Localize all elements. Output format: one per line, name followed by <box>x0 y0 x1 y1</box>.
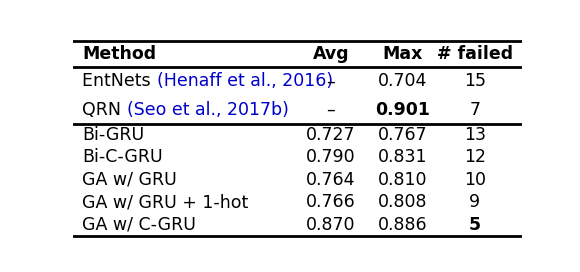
Text: 0.808: 0.808 <box>378 193 427 211</box>
Text: 0.767: 0.767 <box>378 126 427 144</box>
Text: –: – <box>327 101 335 119</box>
Text: 0.831: 0.831 <box>378 148 427 166</box>
Text: (Seo et al., 2017b): (Seo et al., 2017b) <box>127 101 289 119</box>
Text: GA w/ C-GRU: GA w/ C-GRU <box>82 216 196 234</box>
Text: 13: 13 <box>464 126 486 144</box>
Text: 5: 5 <box>469 216 481 234</box>
Text: Method: Method <box>82 45 157 63</box>
Text: # failed: # failed <box>437 45 513 63</box>
Text: GA w/ GRU: GA w/ GRU <box>82 171 177 189</box>
Text: 15: 15 <box>464 72 486 90</box>
Text: 0.727: 0.727 <box>306 126 356 144</box>
Text: 0.790: 0.790 <box>306 148 356 166</box>
Text: Bi-GRU: Bi-GRU <box>82 126 144 144</box>
Text: 12: 12 <box>464 148 486 166</box>
Text: (Henaff et al., 2016): (Henaff et al., 2016) <box>157 72 333 90</box>
Text: Avg: Avg <box>313 45 349 63</box>
Text: 0.766: 0.766 <box>306 193 356 211</box>
Text: 7: 7 <box>469 101 480 119</box>
Text: 0.870: 0.870 <box>306 216 356 234</box>
Text: QRN: QRN <box>82 101 127 119</box>
Text: 0.810: 0.810 <box>378 171 427 189</box>
Text: Max: Max <box>383 45 423 63</box>
Text: 0.704: 0.704 <box>378 72 427 90</box>
Text: –: – <box>327 72 335 90</box>
Text: EntNets: EntNets <box>82 72 157 90</box>
Text: Bi-C-GRU: Bi-C-GRU <box>82 148 163 166</box>
Text: 0.901: 0.901 <box>375 101 430 119</box>
Text: 0.764: 0.764 <box>306 171 356 189</box>
Text: 9: 9 <box>469 193 480 211</box>
Text: 0.886: 0.886 <box>378 216 427 234</box>
Text: 10: 10 <box>464 171 486 189</box>
Text: GA w/ GRU + 1-hot: GA w/ GRU + 1-hot <box>82 193 249 211</box>
